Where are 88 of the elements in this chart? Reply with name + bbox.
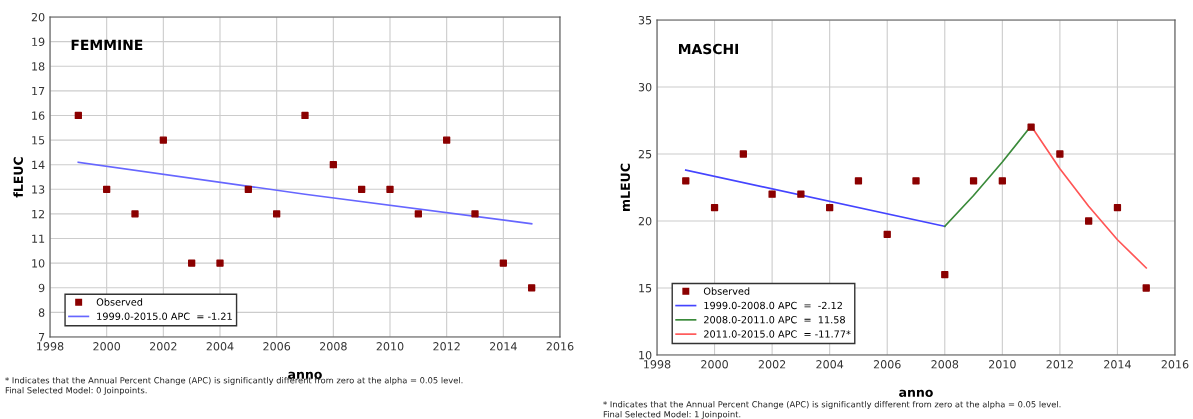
y-tick-label: 20 <box>638 216 652 226</box>
x-tick-label: 2016 <box>546 342 574 351</box>
point <box>739 150 747 158</box>
text: MASCHI <box>679 43 738 55</box>
point <box>528 284 536 292</box>
text: Final Selected Model: 0 Joinpoints. <box>5 386 147 396</box>
point <box>301 111 309 120</box>
y-tick-label: 14 <box>32 160 45 169</box>
legend-label: 2008.0-2011.0 APC = 11.58 <box>704 316 845 324</box>
y-tick-label: 10 <box>639 350 652 360</box>
x-tick-label: 2002 <box>758 360 786 369</box>
y-tick-label: 18 <box>32 62 45 71</box>
x-tick-label: 2012 <box>433 342 460 351</box>
x-axis-title: anno <box>899 389 933 397</box>
point <box>216 259 224 267</box>
point <box>1113 203 1122 212</box>
point <box>74 111 82 120</box>
point <box>414 210 422 218</box>
point <box>768 190 776 198</box>
y-tick-label: 15 <box>639 284 652 293</box>
point <box>1142 284 1150 292</box>
legend-label: 1999.0-2015.0 APC = -1.21 <box>97 312 232 320</box>
point <box>386 185 394 193</box>
point <box>329 161 337 169</box>
legend-label: 2011.0-2015.0 APC = -11.77* <box>704 330 851 338</box>
point <box>912 177 920 185</box>
y-tick-label: 13 <box>32 185 45 194</box>
point <box>103 185 111 193</box>
y-tick-label: 20 <box>31 12 45 22</box>
x-tick-label: 2012 <box>1046 360 1073 369</box>
point <box>1085 217 1093 225</box>
text: * Indicates that the Annual Percent Change (APC) is significantly different from zero at the alpha = 0.05 level. <box>603 400 1061 410</box>
y-tick-label: 19 <box>32 37 45 46</box>
y-tick-label: 15 <box>32 136 45 145</box>
point <box>273 210 281 218</box>
point <box>443 136 451 144</box>
point <box>941 270 949 279</box>
point <box>244 185 252 193</box>
x-tick-label: 2000 <box>701 360 728 369</box>
x-tick-label: 2014 <box>490 342 517 351</box>
y-axis-title: mLEUC <box>620 163 631 211</box>
point <box>159 136 167 144</box>
x-tick-label: 1998 <box>37 342 64 351</box>
x-tick-label: 2006 <box>873 360 901 369</box>
x-tick-label: 2000 <box>93 342 121 351</box>
point <box>969 177 978 185</box>
x-tick-label: 2006 <box>263 342 291 351</box>
point <box>682 177 690 185</box>
y-tick-label: 9 <box>38 283 45 293</box>
x-tick-label: 2008 <box>320 342 347 351</box>
y-axis-title: fLEUC <box>13 157 24 198</box>
x-tick-label: 2014 <box>1104 360 1131 369</box>
y-tick-label: 35 <box>638 15 652 25</box>
point <box>797 190 805 198</box>
x-tick-label: 2004 <box>206 342 234 351</box>
x-tick-label: 2016 <box>1161 360 1189 369</box>
point <box>188 259 196 267</box>
point <box>471 210 479 218</box>
text: Final Selected Model: 1 Joinpoint. <box>603 410 741 419</box>
point <box>131 210 139 218</box>
point <box>998 177 1006 185</box>
y-tick-label: 11 <box>32 234 45 243</box>
point <box>710 203 719 212</box>
y-tick-label: 12 <box>32 209 45 219</box>
y-tick-label: 30 <box>638 82 652 92</box>
y-tick-label: 25 <box>638 149 652 159</box>
legend-label: Observed <box>96 298 143 306</box>
text: FEMMINE <box>71 39 143 50</box>
y-tick-label: 7 <box>38 333 45 342</box>
point <box>854 177 863 185</box>
point <box>1056 150 1064 158</box>
y-tick-label: 8 <box>38 308 45 317</box>
y-tick-label: 17 <box>32 86 45 96</box>
x-tick-label: 2010 <box>376 342 404 351</box>
point <box>883 230 891 239</box>
x-tick-label: 2008 <box>931 360 959 369</box>
legend-label: Observed <box>703 287 750 295</box>
point <box>1027 123 1035 131</box>
x-tick-label: 2004 <box>816 360 844 369</box>
y-tick-label: 10 <box>32 259 45 268</box>
x-tick-label: 1998 <box>644 360 671 369</box>
point <box>358 185 366 193</box>
x-tick-label: 2002 <box>150 342 177 351</box>
y-tick-label: 16 <box>32 111 45 120</box>
point <box>499 259 507 267</box>
legend-label: 1999.0-2008.0 APC = -2.12 <box>704 301 842 310</box>
x-tick-label: 2010 <box>989 360 1016 369</box>
point <box>826 203 834 212</box>
